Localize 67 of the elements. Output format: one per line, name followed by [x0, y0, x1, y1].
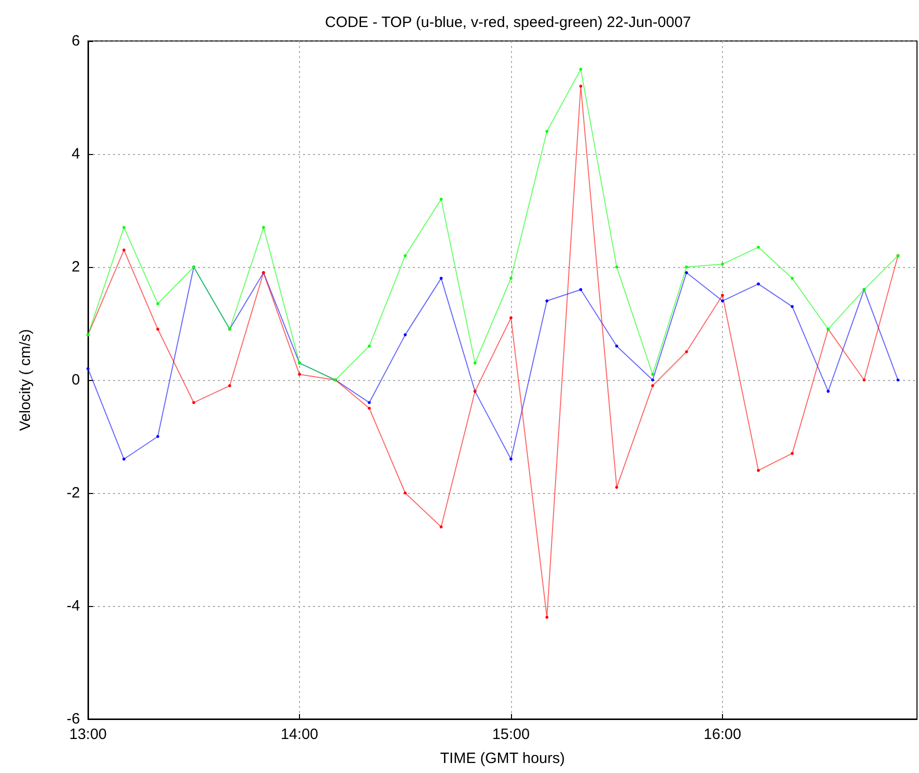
y-tick-label: -4 [66, 598, 80, 614]
point [615, 344, 618, 348]
point [545, 616, 548, 619]
point [228, 384, 232, 388]
point [862, 378, 866, 382]
point [440, 198, 443, 201]
x-tick-label: 15:00 [492, 726, 530, 743]
point [756, 468, 760, 472]
point [440, 525, 443, 528]
point [156, 328, 160, 331]
point [368, 401, 371, 404]
point [156, 302, 160, 306]
point [790, 452, 794, 455]
y-tick-label: 2 [72, 258, 80, 276]
y-axis-title: Velocity ( cm/s) [17, 329, 34, 431]
point [192, 401, 196, 404]
point [615, 266, 618, 268]
point [509, 276, 512, 280]
point [651, 384, 654, 388]
point [368, 406, 371, 410]
point [826, 390, 830, 393]
point [684, 266, 688, 268]
point [545, 299, 548, 302]
point [474, 362, 477, 365]
point [896, 378, 900, 382]
point [720, 262, 724, 266]
point [720, 294, 724, 297]
point [509, 458, 512, 461]
point [790, 276, 794, 280]
x-tick-label: 14:00 [280, 726, 318, 743]
line-series [86, 84, 900, 619]
point [684, 350, 688, 354]
x-axis-title: TIME (GMT hours) [440, 750, 565, 767]
point [579, 288, 582, 292]
x-tick-label: 16:00 [704, 726, 742, 743]
point [122, 226, 126, 229]
point [262, 226, 266, 229]
point [368, 344, 371, 348]
point [545, 130, 548, 133]
point [404, 254, 407, 258]
point [86, 367, 90, 370]
line-series [86, 68, 900, 382]
point [684, 271, 688, 274]
point [298, 372, 301, 376]
y-tick-label: -2 [66, 484, 80, 502]
y-tick-label: 0 [72, 372, 80, 388]
point [404, 492, 407, 494]
point [122, 458, 126, 461]
point [122, 248, 126, 252]
point [720, 299, 724, 302]
point [615, 486, 618, 489]
y-tick-label: 4 [72, 146, 80, 162]
chart-title: CODE - TOP (u-blue, v-red, speed-green) 22-Jun-0007 [324, 14, 692, 31]
point [756, 282, 760, 286]
y-tick-label: 6 [72, 32, 80, 50]
x-tick-label: 13:00 [69, 726, 107, 743]
point [509, 316, 512, 320]
point [404, 333, 407, 336]
y-tick-label: -6 [66, 710, 80, 728]
point [790, 305, 794, 308]
point [756, 246, 760, 249]
point [156, 435, 160, 438]
line-series [86, 266, 900, 461]
point [440, 276, 443, 280]
point [651, 378, 654, 382]
point [579, 68, 582, 71]
point [651, 372, 654, 376]
